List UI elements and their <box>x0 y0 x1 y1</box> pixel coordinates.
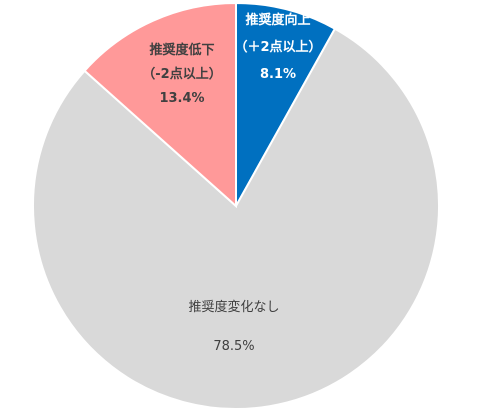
pie-label-2-value-label: 78.5% <box>213 339 254 354</box>
pie-label-1-sublabel: （＋2点以上） <box>234 39 321 55</box>
pie-label-3-value-label: 13.4% <box>159 91 204 106</box>
pie-label-3-label: 推奨度低下 <box>149 42 214 58</box>
pie-slice-3 <box>83 1 237 209</box>
pie-label-1-label: 推奨度向上 <box>245 12 310 28</box>
pie-label-2-label: 推奨度変化なし <box>188 299 279 315</box>
pie-slices <box>32 1 440 410</box>
pie-slice-1 <box>235 1 337 210</box>
pie-label-1-value-label: 8.1% <box>260 67 296 82</box>
pie-label-3-sublabel: （-2点以上） <box>142 66 221 82</box>
pie-slice-2 <box>32 27 440 410</box>
pie-labels: 推奨度向上 （＋2点以上） 8.1% 推奨度変化なし 78.5% 推奨度低下 （-2点以上）… <box>142 12 321 354</box>
